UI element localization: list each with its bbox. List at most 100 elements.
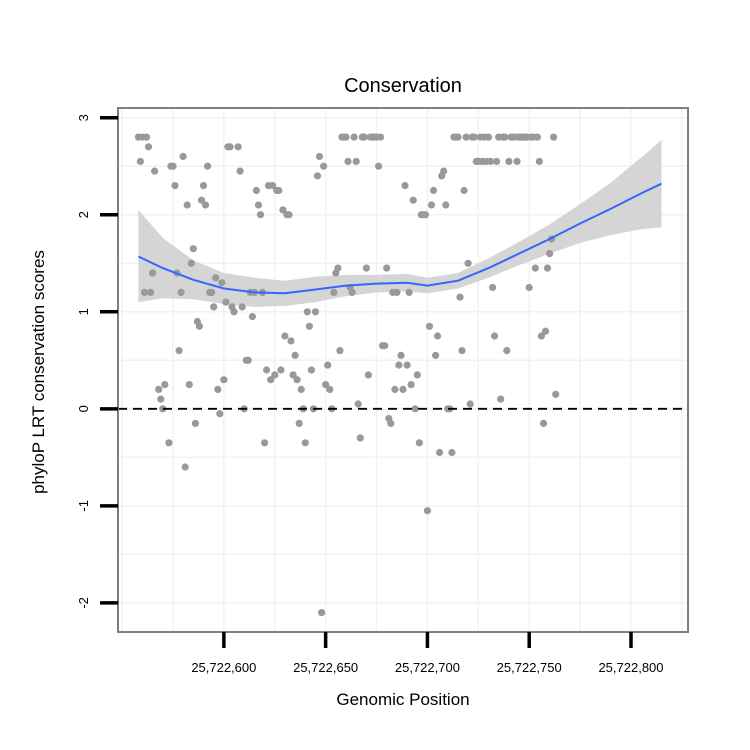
data-point xyxy=(466,400,474,408)
data-point xyxy=(313,172,322,180)
data-point xyxy=(344,157,352,165)
data-point xyxy=(486,157,495,165)
data-point xyxy=(497,395,505,403)
smooth-line-group xyxy=(137,182,662,295)
data-point xyxy=(409,196,417,204)
data-point xyxy=(399,385,407,393)
data-point xyxy=(505,157,513,165)
x-tick-label: 25,722,700 xyxy=(395,660,460,675)
data-point xyxy=(175,347,183,355)
data-point xyxy=(464,259,472,267)
data-point xyxy=(216,410,224,418)
data-point xyxy=(140,288,149,296)
data-point xyxy=(552,390,560,398)
data-point xyxy=(252,186,260,195)
data-point xyxy=(525,283,533,292)
data-point xyxy=(405,288,413,296)
data-point xyxy=(287,337,295,345)
data-point xyxy=(429,186,438,195)
data-point xyxy=(354,400,362,408)
x-tick-label: 25,722,600 xyxy=(191,660,256,675)
data-point xyxy=(267,376,275,384)
data-point xyxy=(256,211,265,219)
data-point xyxy=(179,152,187,161)
data-point xyxy=(383,264,391,272)
data-point xyxy=(181,463,189,471)
data-point xyxy=(411,405,419,413)
data-point xyxy=(377,133,385,141)
y-axis-label: phyloP LRT conservation scores xyxy=(29,250,48,494)
data-point xyxy=(375,162,383,170)
data-point xyxy=(458,347,466,355)
data-point xyxy=(305,322,313,330)
data-point xyxy=(393,288,401,296)
data-point xyxy=(533,133,542,141)
data-point xyxy=(147,288,155,296)
data-point xyxy=(275,186,283,195)
data-point xyxy=(320,162,328,170)
data-point xyxy=(415,439,423,447)
x-tick-label: 25,722,800 xyxy=(598,660,663,675)
data-point xyxy=(484,133,493,141)
data-point xyxy=(263,366,271,374)
y-tick-label: 0 xyxy=(76,405,91,412)
data-point xyxy=(161,381,169,389)
data-point xyxy=(204,162,212,170)
data-point xyxy=(220,376,228,384)
data-point xyxy=(291,351,299,359)
data-point xyxy=(395,361,403,369)
data-point xyxy=(301,439,309,447)
data-point xyxy=(285,211,293,219)
data-point xyxy=(155,385,163,393)
data-point xyxy=(289,371,297,379)
data-point xyxy=(360,133,368,141)
data-point xyxy=(222,298,230,306)
y-tick-label: 2 xyxy=(76,211,91,218)
data-point xyxy=(334,264,342,272)
data-point xyxy=(413,371,421,379)
data-point xyxy=(322,381,330,389)
data-point xyxy=(195,322,203,330)
data-point xyxy=(157,395,165,403)
data-point xyxy=(537,332,546,340)
data-point xyxy=(183,201,191,209)
data-point xyxy=(381,342,389,350)
data-point xyxy=(432,351,440,359)
data-point xyxy=(324,361,332,369)
data-point xyxy=(159,405,167,413)
x-tick-label: 25,722,750 xyxy=(497,660,562,675)
data-point xyxy=(539,419,548,427)
data-point xyxy=(460,186,468,195)
data-point xyxy=(448,448,456,457)
data-point xyxy=(315,152,324,161)
data-point xyxy=(391,385,399,393)
x-axis-ticks: 25,722,600 25,722,650 25,722,700 25,722,750… xyxy=(191,632,664,675)
data-point xyxy=(142,133,151,141)
data-point xyxy=(427,201,436,209)
data-point xyxy=(423,507,431,515)
confidence-band xyxy=(138,140,662,307)
data-point xyxy=(352,157,360,165)
data-point xyxy=(185,381,193,389)
data-point xyxy=(165,439,173,447)
data-point xyxy=(238,303,246,311)
data-point xyxy=(493,157,501,165)
data-point xyxy=(151,167,159,175)
data-point xyxy=(295,419,303,427)
data-point xyxy=(543,264,552,272)
data-point xyxy=(546,250,554,258)
y-axis-ticks: -2 -1 0 1 2 3 xyxy=(76,114,118,609)
data-point xyxy=(230,308,238,316)
x-tick-label: 25,722,650 xyxy=(293,660,358,675)
data-point xyxy=(171,182,179,190)
data-point xyxy=(144,143,153,151)
data-point xyxy=(218,279,226,287)
data-point xyxy=(236,167,244,175)
data-point xyxy=(311,308,320,316)
data-point xyxy=(407,381,415,389)
data-point xyxy=(307,366,315,374)
data-point xyxy=(436,448,444,457)
data-point xyxy=(248,313,256,321)
data-point xyxy=(149,269,157,277)
